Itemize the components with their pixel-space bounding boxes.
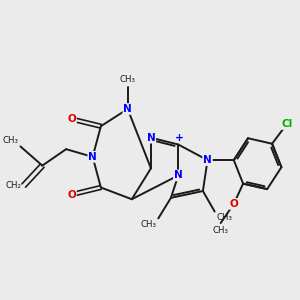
Text: N: N (203, 155, 212, 165)
Text: N: N (123, 104, 132, 114)
Text: N: N (88, 152, 97, 162)
Text: CH₃: CH₃ (216, 213, 232, 222)
Text: CH₃: CH₃ (213, 226, 229, 235)
Text: CH₃: CH₃ (2, 136, 18, 145)
Text: O: O (230, 199, 238, 209)
Text: CH₃: CH₃ (120, 75, 136, 84)
Text: +: + (175, 133, 184, 143)
Text: O: O (67, 114, 76, 124)
Text: O: O (67, 190, 76, 200)
Text: Cl: Cl (281, 119, 292, 129)
Text: N: N (146, 133, 155, 143)
Text: CH₂: CH₂ (5, 181, 22, 190)
Text: CH₃: CH₃ (141, 220, 157, 229)
Text: N: N (174, 170, 183, 180)
